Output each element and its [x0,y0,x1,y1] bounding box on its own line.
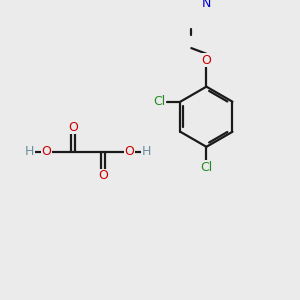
Text: O: O [98,169,108,182]
Text: O: O [68,121,78,134]
Text: Cl: Cl [200,161,212,174]
Text: N: N [202,0,211,11]
Text: Cl: Cl [154,95,166,108]
Text: H: H [25,145,34,158]
Text: O: O [124,145,134,158]
Text: O: O [42,145,52,158]
Text: O: O [202,54,211,67]
Text: H: H [142,145,151,158]
